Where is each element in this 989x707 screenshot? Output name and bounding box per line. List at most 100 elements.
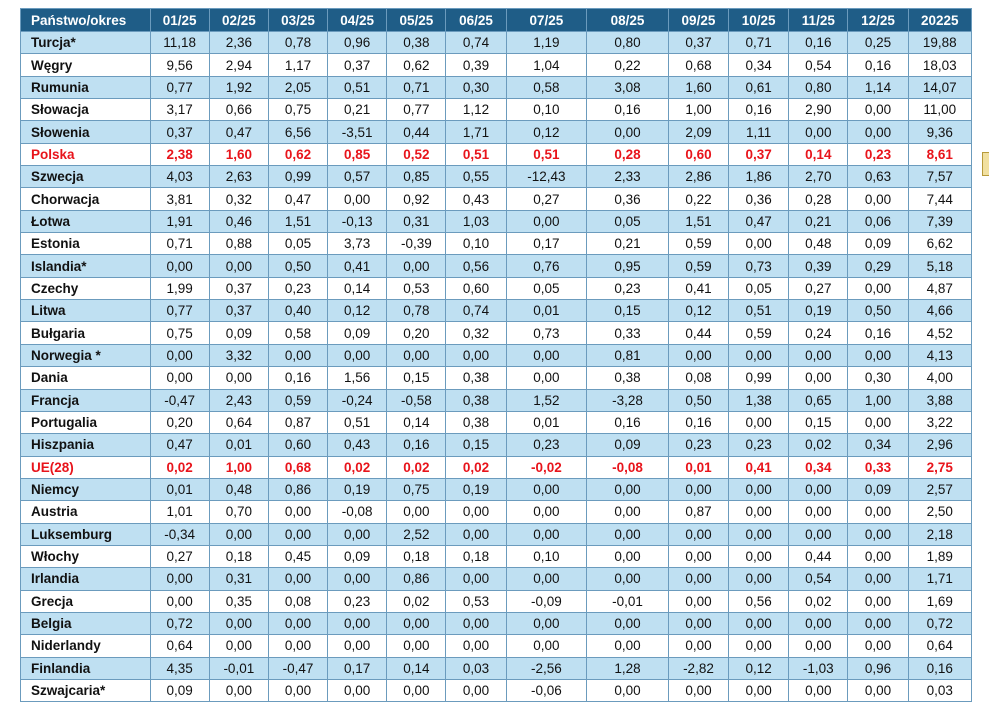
value-cell[interactable]: 0,00 <box>847 522 909 546</box>
value-cell[interactable]: 0,22 <box>667 187 730 211</box>
value-cell[interactable]: 0,00 <box>149 567 210 591</box>
value-cell[interactable]: 1,00 <box>667 98 730 122</box>
country-cell[interactable]: Irlandia <box>20 567 151 591</box>
value-cell[interactable]: 0,03 <box>445 656 507 680</box>
value-cell[interactable]: 0,71 <box>728 30 790 55</box>
value-cell[interactable]: 0,00 <box>149 589 210 613</box>
value-cell[interactable]: -0,13 <box>327 209 388 234</box>
value-cell[interactable]: 0,47 <box>208 120 269 144</box>
total-cell[interactable]: 0,16 <box>907 656 973 680</box>
value-cell[interactable]: 1,00 <box>208 455 269 479</box>
value-cell[interactable]: 0,00 <box>505 611 588 636</box>
value-cell[interactable]: 0,50 <box>847 299 909 323</box>
column-header[interactable]: 04/25 <box>327 8 388 32</box>
country-cell[interactable]: Portugalia <box>20 410 151 435</box>
value-cell[interactable]: -3,28 <box>586 388 669 412</box>
country-cell[interactable]: Islandia* <box>20 254 151 278</box>
value-cell[interactable]: 0,60 <box>267 433 329 457</box>
value-cell[interactable]: 0,15 <box>445 433 507 457</box>
value-cell[interactable]: 0,30 <box>445 75 507 100</box>
value-cell[interactable]: 4,03 <box>149 165 210 189</box>
value-cell[interactable]: 0,33 <box>586 321 669 345</box>
value-cell[interactable]: -0,58 <box>386 388 447 412</box>
value-cell[interactable]: 0,00 <box>586 678 669 703</box>
value-cell[interactable]: 0,48 <box>208 477 269 502</box>
value-cell[interactable]: 0,38 <box>386 30 447 55</box>
value-cell[interactable]: 0,37 <box>728 142 790 167</box>
total-cell[interactable]: 2,50 <box>907 500 973 524</box>
value-cell[interactable]: 0,99 <box>267 165 329 189</box>
total-cell[interactable]: 2,57 <box>907 477 973 502</box>
value-cell[interactable]: 0,00 <box>667 589 730 613</box>
value-cell[interactable]: 0,96 <box>847 656 909 680</box>
total-cell[interactable]: 0,03 <box>907 678 973 703</box>
country-cell[interactable]: Szwajcaria* <box>20 678 151 703</box>
total-cell[interactable]: 1,89 <box>907 544 973 569</box>
value-cell[interactable]: -0,34 <box>149 522 210 546</box>
value-cell[interactable]: 0,00 <box>267 634 329 658</box>
value-cell[interactable]: -0,09 <box>505 589 588 613</box>
value-cell[interactable]: 0,56 <box>445 254 507 278</box>
value-cell[interactable]: 0,00 <box>327 634 388 658</box>
total-cell[interactable]: 3,88 <box>907 388 973 412</box>
value-cell[interactable]: 0,78 <box>386 299 447 323</box>
country-cell[interactable]: Dania <box>20 366 151 390</box>
value-cell[interactable]: 0,38 <box>586 366 669 390</box>
column-header[interactable]: 05/25 <box>386 8 447 32</box>
value-cell[interactable]: 0,56 <box>728 589 790 613</box>
total-cell[interactable]: 3,22 <box>907 410 973 435</box>
value-cell[interactable]: 4,35 <box>149 656 210 680</box>
value-cell[interactable]: 0,00 <box>267 343 329 368</box>
value-cell[interactable]: 0,32 <box>208 187 269 211</box>
value-cell[interactable]: 1,28 <box>586 656 669 680</box>
country-cell[interactable]: Słowacja <box>20 98 151 122</box>
value-cell[interactable]: 0,15 <box>386 366 447 390</box>
value-cell[interactable]: 0,77 <box>386 98 447 122</box>
value-cell[interactable]: 0,85 <box>327 142 388 167</box>
country-cell[interactable]: Węgry <box>20 53 151 77</box>
value-cell[interactable]: 0,36 <box>728 187 790 211</box>
country-cell[interactable]: Estonia <box>20 232 151 256</box>
value-cell[interactable]: 0,74 <box>445 30 507 55</box>
value-cell[interactable]: 0,80 <box>586 30 669 55</box>
total-cell[interactable]: 1,71 <box>907 567 973 591</box>
value-cell[interactable]: 6,56 <box>267 120 329 144</box>
value-cell[interactable]: 0,00 <box>728 477 790 502</box>
value-cell[interactable]: 0,38 <box>445 410 507 435</box>
value-cell[interactable]: 3,17 <box>149 98 210 122</box>
value-cell[interactable]: 0,00 <box>586 120 669 144</box>
value-cell[interactable]: 0,09 <box>327 321 388 345</box>
value-cell[interactable]: 0,25 <box>847 30 909 55</box>
value-cell[interactable]: 9,56 <box>149 53 210 77</box>
value-cell[interactable]: 0,00 <box>505 366 588 390</box>
total-cell[interactable]: 1,69 <box>907 589 973 613</box>
value-cell[interactable]: -2,56 <box>505 656 588 680</box>
value-cell[interactable]: 0,51 <box>327 75 388 100</box>
value-cell[interactable]: 0,14 <box>327 276 388 301</box>
value-cell[interactable]: 0,01 <box>208 433 269 457</box>
value-cell[interactable]: 0,00 <box>788 500 849 524</box>
country-cell[interactable]: Szwecja <box>20 165 151 189</box>
value-cell[interactable]: 0,60 <box>667 142 730 167</box>
value-cell[interactable]: 0,00 <box>847 544 909 569</box>
value-cell[interactable]: 0,12 <box>728 656 790 680</box>
value-cell[interactable]: 1,51 <box>667 209 730 234</box>
value-cell[interactable]: 0,00 <box>847 276 909 301</box>
value-cell[interactable]: 0,00 <box>847 410 909 435</box>
value-cell[interactable]: 0,02 <box>327 455 388 479</box>
value-cell[interactable]: 0,65 <box>788 388 849 412</box>
value-cell[interactable]: 0,00 <box>667 611 730 636</box>
value-cell[interactable]: 0,87 <box>667 500 730 524</box>
value-cell[interactable]: 0,16 <box>267 366 329 390</box>
value-cell[interactable]: 0,66 <box>208 98 269 122</box>
value-cell[interactable]: 0,08 <box>267 589 329 613</box>
value-cell[interactable]: 0,37 <box>208 299 269 323</box>
value-cell[interactable]: 0,51 <box>327 410 388 435</box>
value-cell[interactable]: -0,01 <box>208 656 269 680</box>
value-cell[interactable]: 0,77 <box>149 299 210 323</box>
value-cell[interactable]: 0,01 <box>505 299 588 323</box>
value-cell[interactable]: 0,00 <box>149 254 210 278</box>
value-cell[interactable]: 0,00 <box>728 343 790 368</box>
total-cell[interactable]: 5,18 <box>907 254 973 278</box>
country-cell[interactable]: Grecja <box>20 589 151 613</box>
